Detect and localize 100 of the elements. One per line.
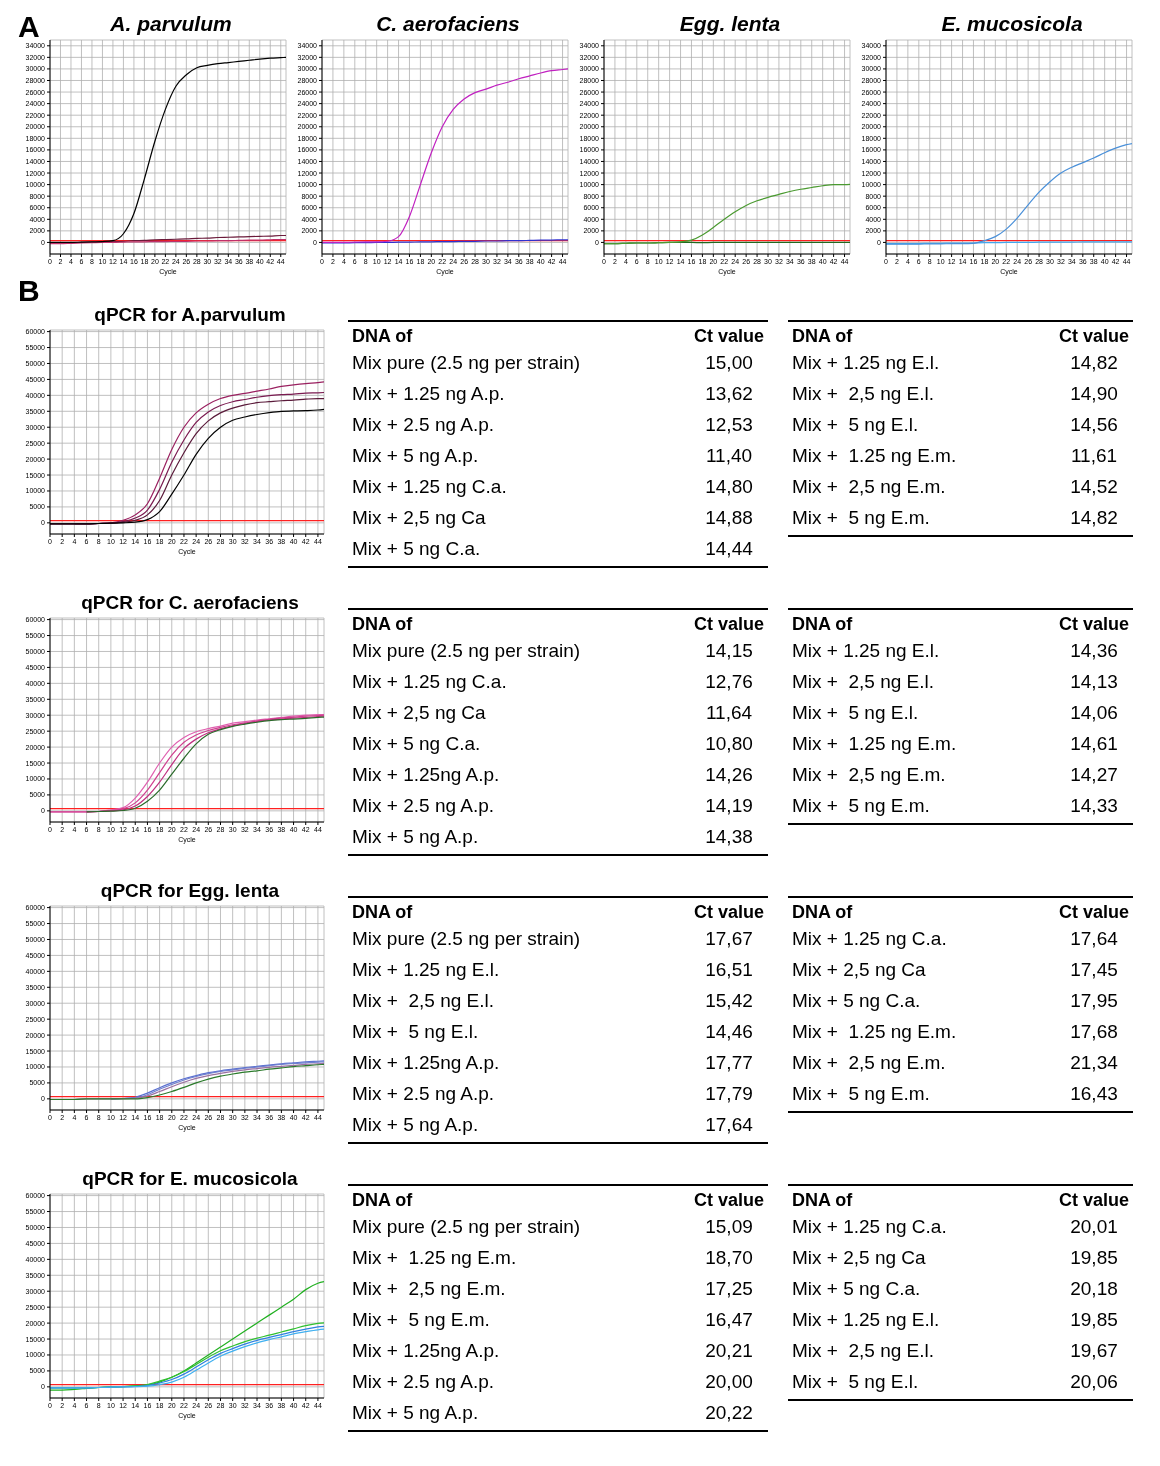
data-label: 11,61 xyxy=(1069,445,1119,468)
data-label: 15,00 xyxy=(704,352,754,375)
category-label: Mix + 2,5 ng Ca xyxy=(352,702,486,725)
category-label: Mix + 2,5 ng E.l. xyxy=(792,1340,935,1363)
data-label: 14,82 xyxy=(1069,352,1119,375)
chart-title: qPCR for Egg. lenta xyxy=(99,879,281,902)
category-label: Mix + 2.5 ng A.p. xyxy=(352,795,495,818)
text: DNA of xyxy=(352,614,413,635)
category-label: Mix + 2,5 ng Ca xyxy=(792,959,926,982)
category-label: Mix + 2,5 ng E.l. xyxy=(352,990,495,1013)
text: DNA of xyxy=(792,1190,853,1211)
data-label: 17,68 xyxy=(1069,1021,1119,1044)
category-label: Mix + 1.25ng A.p. xyxy=(352,1340,500,1363)
data-label: 14,61 xyxy=(1069,733,1119,756)
category-label: Mix pure (2.5 ng per strain) xyxy=(352,352,581,375)
data-label: 14,33 xyxy=(1069,795,1119,818)
data-label: 14,13 xyxy=(1069,671,1119,694)
chart-title: qPCR for E. mucosicola xyxy=(81,1167,299,1190)
data-label: 14,52 xyxy=(1069,476,1119,499)
data-label: 14,44 xyxy=(704,538,754,561)
data-label: 14,27 xyxy=(1069,764,1119,787)
data-label: 14,80 xyxy=(704,476,754,499)
data-label: 17,67 xyxy=(704,928,754,951)
category-label: Mix + 2,5 ng Ca xyxy=(352,507,486,530)
data-label: 17,95 xyxy=(1069,990,1119,1013)
data-label: 16,51 xyxy=(704,959,754,982)
data-label: 11,64 xyxy=(704,702,754,725)
text: Ct value xyxy=(1058,326,1129,347)
data-label: 16,47 xyxy=(704,1309,754,1332)
text: DNA of xyxy=(352,1190,413,1211)
data-label: 20,18 xyxy=(1069,1278,1119,1301)
data-label: 19,67 xyxy=(1069,1340,1119,1363)
data-label: 14,36 xyxy=(1069,640,1119,663)
data-label: 20,01 xyxy=(1069,1216,1119,1239)
category-label: Mix + 2,5 ng Ca xyxy=(792,1247,926,1270)
category-label: Mix + 2.5 ng A.p. xyxy=(352,414,495,437)
category-label: Mix + 5 ng A.p. xyxy=(352,445,479,468)
data-label: 15,09 xyxy=(704,1216,754,1239)
chart-title: qPCR for A.parvulum xyxy=(94,304,286,325)
category-label: Mix + 1.25 ng E.m. xyxy=(792,445,957,468)
chart-title: E. mucosicola xyxy=(940,11,1084,36)
category-label: Mix + 2,5 ng E.l. xyxy=(792,671,935,694)
category-label: Mix + 5 ng E.m. xyxy=(352,1309,490,1332)
category-label: Mix + 5 ng E.l. xyxy=(792,1371,919,1394)
data-label: 14,19 xyxy=(704,795,754,818)
category-label: Mix pure (2.5 ng per strain) xyxy=(352,928,581,951)
category-label: Mix + 2,5 ng E.l. xyxy=(792,383,935,406)
data-label: 10,80 xyxy=(704,733,754,756)
text: Ct value xyxy=(693,614,764,635)
category-label: Mix + 5 ng C.a. xyxy=(352,733,481,756)
data-label: 14,82 xyxy=(1069,507,1119,530)
data-label: 17,64 xyxy=(704,1114,754,1137)
category-label: Mix + 1.25 ng E.m. xyxy=(792,1021,957,1044)
data-label: 13,62 xyxy=(704,383,754,406)
chart-title: C. aerofaciens xyxy=(375,11,521,36)
category-label: Mix + 1.25 ng E.m. xyxy=(792,733,957,756)
category-label: Mix + 5 ng E.m. xyxy=(792,507,930,530)
text: DNA of xyxy=(352,326,413,347)
category-label: Mix + 1.25ng A.p. xyxy=(352,1052,500,1075)
category-label: Mix + 5 ng A.p. xyxy=(352,1402,479,1425)
category-label: Mix + 5 ng C.a. xyxy=(792,990,921,1013)
data-label: 14,90 xyxy=(1069,383,1119,406)
category-label: Mix + 5 ng E.l. xyxy=(352,1021,479,1044)
data-label: 19,85 xyxy=(1069,1247,1119,1270)
data-label: 14,46 xyxy=(704,1021,754,1044)
data-label: 20,22 xyxy=(704,1402,754,1425)
data-label: 19,85 xyxy=(1069,1309,1119,1332)
category-label: Mix + 1.25 ng E.l. xyxy=(792,352,940,375)
category-label: Mix + 2.5 ng A.p. xyxy=(352,1371,495,1394)
category-label: Mix + 1.25 ng E.l. xyxy=(792,640,940,663)
category-label: Mix + 1.25 ng C.a. xyxy=(352,476,507,499)
text: Ct value xyxy=(693,326,764,347)
category-label: Mix + 2,5 ng E.m. xyxy=(792,764,946,787)
chart-title: A. parvulum xyxy=(110,12,232,35)
text: DNA of xyxy=(352,902,413,923)
text: B xyxy=(18,274,40,308)
data-label: 17,64 xyxy=(1069,928,1119,951)
text: DNA of xyxy=(792,326,853,347)
data-label: 16,43 xyxy=(1069,1083,1119,1106)
category-label: Mix + 5 ng A.p. xyxy=(352,826,479,849)
data-label: 14,15 xyxy=(704,640,754,663)
data-label: 14,06 xyxy=(1069,702,1119,725)
text: Ct value xyxy=(1058,614,1129,635)
category-label: Mix + 2,5 ng E.m. xyxy=(352,1278,506,1301)
data-label: 17,77 xyxy=(704,1052,754,1075)
category-label: Mix + 2.5 ng A.p. xyxy=(352,1083,495,1106)
data-label: 14,56 xyxy=(1069,414,1119,437)
chart-title: Egg. lenta xyxy=(678,11,782,36)
data-label: 14,38 xyxy=(704,826,754,849)
text: DNA of xyxy=(792,614,853,635)
category-label: Mix + 5 ng C.a. xyxy=(352,538,481,561)
data-label: 17,25 xyxy=(704,1278,754,1301)
category-label: Mix + 2,5 ng E.m. xyxy=(792,1052,946,1075)
text: Ct value xyxy=(693,902,764,923)
text: Ct value xyxy=(1058,902,1129,923)
data-label: 20,00 xyxy=(704,1371,754,1394)
data-label: 11,40 xyxy=(704,445,754,468)
data-label: 12,53 xyxy=(704,414,754,437)
category-label: Mix + 5 ng C.a. xyxy=(792,1278,921,1301)
data-label: 20,06 xyxy=(1069,1371,1119,1394)
